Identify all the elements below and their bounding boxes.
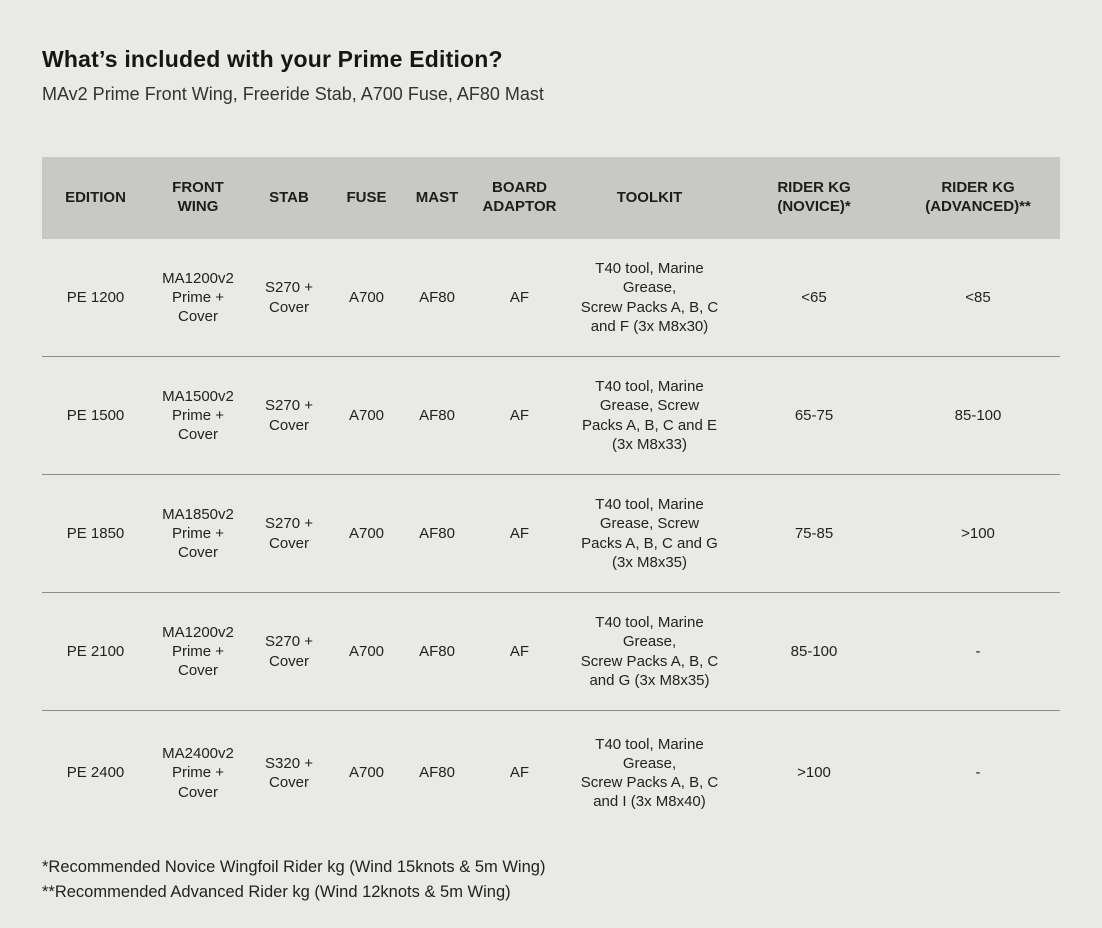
cell-front-wing: MA1200v2 Prime + Cover xyxy=(149,239,247,357)
table-row: PE 2100 MA1200v2 Prime + Cover S270 + Co… xyxy=(42,592,1060,711)
cell-rider-kg-advanced: >100 xyxy=(896,474,1060,593)
footnotes: *Recommended Novice Wingfoil Rider kg (W… xyxy=(42,855,1060,905)
cell-mast: AF80 xyxy=(402,592,472,711)
table-row: PE 1850 MA1850v2 Prime + Cover S270 + Co… xyxy=(42,474,1060,593)
cell-board-adaptor: AF xyxy=(472,239,567,357)
cell-front-wing: MA2400v2 Prime + Cover xyxy=(162,745,234,801)
cell-stab: S270 + Cover xyxy=(247,356,331,475)
cell-toolkit: T40 tool, Marine Grease, Screw Packs A, … xyxy=(580,735,719,811)
table-row: PE 1200 MA1200v2 Prime + Cover S270 + Co… xyxy=(42,239,1060,357)
page-title: What’s included with your Prime Edition? xyxy=(42,46,503,72)
column-header-rider-kg-advanced: RIDER KG (ADVANCED)** xyxy=(896,157,1060,239)
cell-edition: PE 2100 xyxy=(42,592,149,711)
cell-fuse: A700 xyxy=(331,592,402,711)
cell-rider-kg-novice: 75-85 xyxy=(732,474,896,593)
footnote-advanced: **Recommended Advanced Rider kg (Wind 12… xyxy=(42,883,511,901)
cell-rider-kg-advanced: <85 xyxy=(896,239,1060,357)
cell-stab: S320 + Cover xyxy=(265,754,313,791)
cell-front-wing: MA1200v2 Prime + Cover xyxy=(149,592,247,711)
cell-mast: AF80 xyxy=(402,239,472,357)
cell-rider-kg-advanced: - xyxy=(975,764,981,782)
cell-rider-kg-novice: 85-100 xyxy=(732,592,896,711)
column-header-toolkit: TOOLKIT xyxy=(567,157,732,239)
table-header: EDITION FRONT WING STAB FUSE MAST BOARD … xyxy=(42,157,1060,239)
cell-fuse: A700 xyxy=(331,356,402,475)
cell-mast: AF80 xyxy=(419,764,455,782)
page-subtitle: MAv2 Prime Front Wing, Freeride Stab, A7… xyxy=(42,84,544,104)
cell-toolkit: T40 tool, Marine Grease, Screw Packs A, … xyxy=(567,356,732,475)
cell-rider-kg-novice: 65-75 xyxy=(732,356,896,475)
cell-rider-kg-novice: >100 xyxy=(797,764,831,782)
cell-board-adaptor: AF xyxy=(472,474,567,593)
header-row: EDITION FRONT WING STAB FUSE MAST BOARD … xyxy=(42,157,1060,239)
column-header-mast: MAST xyxy=(402,157,472,239)
prime-edition-spec-table: EDITION FRONT WING STAB FUSE MAST BOARD … xyxy=(42,157,1060,835)
table-row: PE 1500 MA1500v2 Prime + Cover S270 + Co… xyxy=(42,356,1060,475)
cell-edition: PE 1500 xyxy=(42,356,149,475)
cell-toolkit: T40 tool, Marine Grease, Screw Packs A, … xyxy=(567,592,732,711)
footnote-novice: *Recommended Novice Wingfoil Rider kg (W… xyxy=(42,858,546,876)
table-row: PE 2400 MA2400v2 Prime + Cover S320 + Co… xyxy=(42,711,1060,836)
cell-edition: PE 1200 xyxy=(42,239,149,357)
cell-rider-kg-advanced: - xyxy=(896,592,1060,711)
cell-front-wing: MA1500v2 Prime + Cover xyxy=(149,356,247,475)
column-header-stab: STAB xyxy=(247,157,331,239)
cell-board-adaptor: AF xyxy=(509,764,530,782)
cell-mast: AF80 xyxy=(402,474,472,593)
column-header-front-wing: FRONT WING xyxy=(149,157,247,239)
table-body: PE 1200 MA1200v2 Prime + Cover S270 + Co… xyxy=(42,239,1060,835)
cell-board-adaptor: AF xyxy=(472,592,567,711)
cell-toolkit: T40 tool, Marine Grease, Screw Packs A, … xyxy=(567,474,732,593)
column-header-board-adaptor: BOARD ADAPTOR xyxy=(472,157,567,239)
cell-stab: S270 + Cover xyxy=(247,239,331,357)
cell-rider-kg-novice: <65 xyxy=(732,239,896,357)
cell-board-adaptor: AF xyxy=(472,356,567,475)
cell-stab: S270 + Cover xyxy=(247,474,331,593)
cell-toolkit: T40 tool, Marine Grease, Screw Packs A, … xyxy=(567,239,732,357)
cell-edition: PE 1850 xyxy=(42,474,149,593)
cell-mast: AF80 xyxy=(402,356,472,475)
cell-stab: S270 + Cover xyxy=(247,592,331,711)
cell-fuse: A700 xyxy=(348,764,385,782)
column-header-fuse: FUSE xyxy=(331,157,402,239)
column-header-rider-kg-novice: RIDER KG (NOVICE)* xyxy=(732,157,896,239)
cell-rider-kg-advanced: 85-100 xyxy=(896,356,1060,475)
cell-fuse: A700 xyxy=(331,474,402,593)
cell-front-wing: MA1850v2 Prime + Cover xyxy=(149,474,247,593)
page: What’s included with your Prime Edition?… xyxy=(42,0,1060,905)
cell-edition: PE 2400 xyxy=(66,764,125,782)
cell-fuse: A700 xyxy=(331,239,402,357)
column-header-edition: EDITION xyxy=(42,157,149,239)
